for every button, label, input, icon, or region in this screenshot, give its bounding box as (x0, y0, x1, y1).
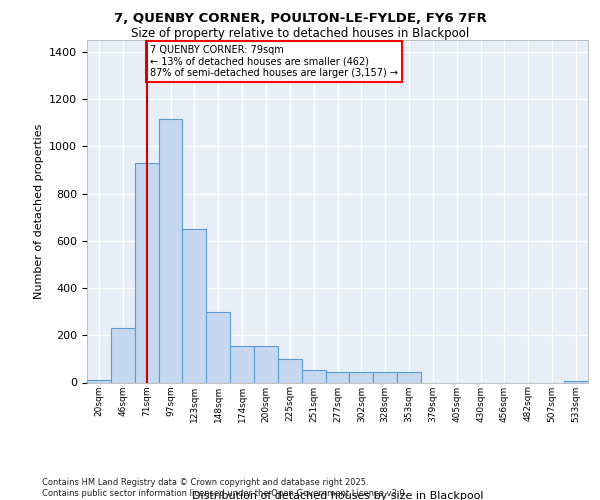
X-axis label: Distribution of detached houses by size in Blackpool: Distribution of detached houses by size … (192, 491, 483, 500)
Bar (397, 372, 421, 382)
Bar (206, 312, 230, 382)
Bar (111, 328, 135, 382)
Text: 7, QUENBY CORNER, POULTON-LE-FYLDE, FY6 7FR: 7, QUENBY CORNER, POULTON-LE-FYLDE, FY6 … (113, 12, 487, 26)
Text: Size of property relative to detached houses in Blackpool: Size of property relative to detached ho… (131, 28, 469, 40)
Bar (135, 163, 158, 382)
Y-axis label: Number of detached properties: Number of detached properties (34, 124, 44, 299)
Bar (349, 372, 373, 382)
Bar (278, 359, 302, 382)
Bar (326, 372, 349, 382)
Bar (87, 380, 111, 382)
Bar (302, 370, 326, 382)
Text: 7 QUENBY CORNER: 79sqm
← 13% of detached houses are smaller (462)
87% of semi-de: 7 QUENBY CORNER: 79sqm ← 13% of detached… (150, 44, 398, 78)
Bar (182, 229, 206, 382)
Bar (254, 346, 278, 383)
Text: Contains HM Land Registry data © Crown copyright and database right 2025.
Contai: Contains HM Land Registry data © Crown c… (42, 478, 407, 498)
Bar (230, 346, 254, 383)
Bar (158, 119, 182, 382)
Bar (373, 372, 397, 382)
